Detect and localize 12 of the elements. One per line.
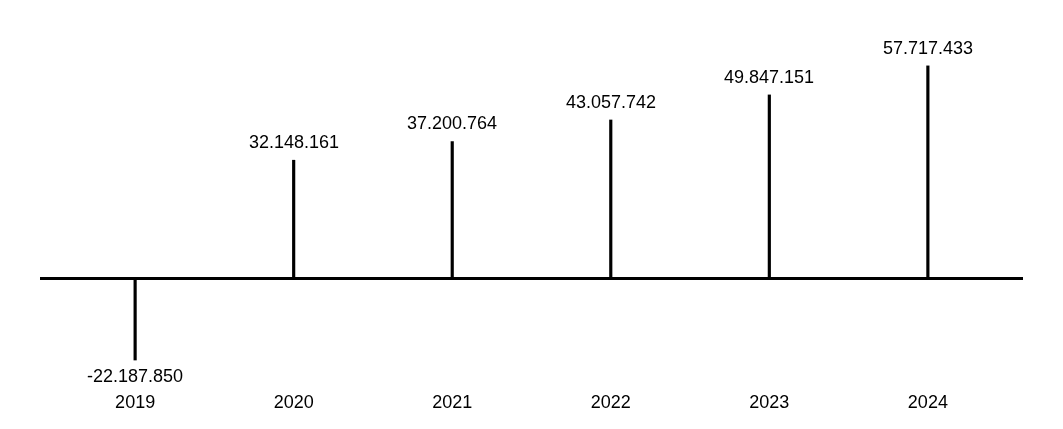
data-label: 37.200.764: [407, 113, 498, 133]
data-label: 32.148.161: [249, 132, 340, 152]
data-label: 57.717.433: [883, 38, 974, 58]
x-tick-label: 2021: [432, 392, 473, 412]
data-label: -22.187.850: [87, 366, 184, 386]
x-tick-label: 2022: [590, 392, 631, 412]
x-tick-label: 2019: [115, 392, 156, 412]
data-label: 43.057.742: [566, 92, 657, 112]
x-tick-label: 2023: [749, 392, 790, 412]
x-tick-label: 2020: [273, 392, 314, 412]
x-tick-label: 2024: [907, 392, 948, 412]
data-label: 49.847.151: [724, 67, 815, 87]
